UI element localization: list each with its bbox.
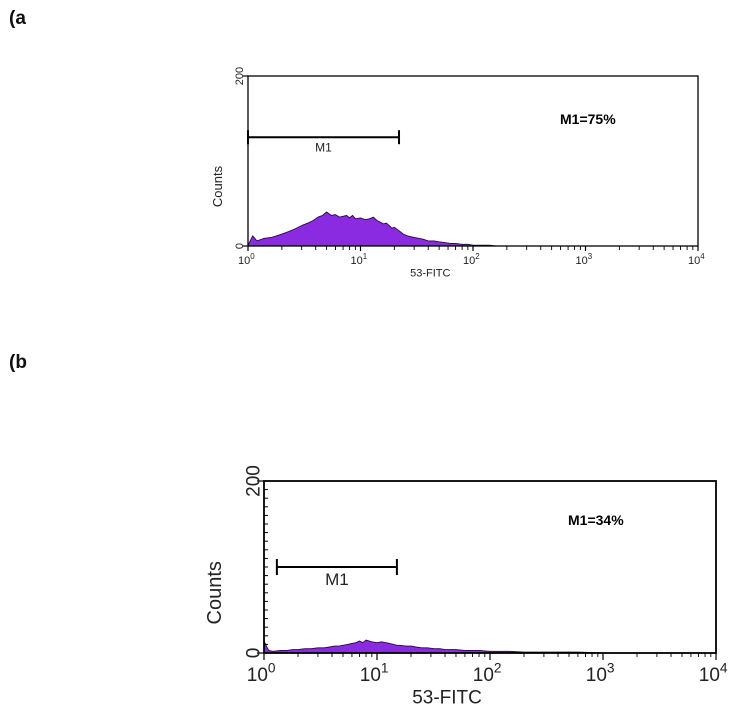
x-tick-exponent: 1 (381, 660, 389, 675)
x-tick-base: 10 (576, 255, 588, 267)
x-tick-label: 103 (586, 660, 615, 686)
x-tick-base: 10 (688, 255, 700, 267)
x-tick-label: 102 (463, 252, 480, 267)
x-tick-exponent: 4 (720, 660, 728, 675)
y-tick-label: 200 (244, 465, 265, 497)
x-tick-exponent: 2 (475, 252, 479, 261)
x-tick-label: 101 (360, 660, 389, 686)
x-tick-label: 103 (576, 252, 593, 267)
y-tick-label: 200 (234, 67, 246, 85)
x-tick-exponent: 3 (588, 252, 593, 261)
x-tick-exponent: 2 (494, 660, 502, 675)
x-tick-base: 10 (238, 255, 250, 267)
x-tick-base: 10 (473, 665, 494, 686)
y-tick-label: 0 (244, 648, 265, 659)
y-axis-label: Counts (204, 561, 226, 624)
gate-percentage: M1=34% (568, 512, 624, 528)
histogram-area (247, 211, 699, 247)
x-tick-label: 100 (247, 660, 276, 686)
gate-percentage: M1=75% (560, 111, 616, 127)
x-tick-label: 104 (688, 252, 705, 267)
x-axis-label: 53-FITC (412, 688, 482, 709)
x-tick-exponent: 0 (268, 660, 276, 675)
x-axis-label: 53-FITC (410, 267, 450, 279)
x-tick-exponent: 0 (250, 252, 255, 261)
x-tick-base: 10 (586, 665, 607, 686)
x-tick-label: 104 (699, 660, 728, 686)
panel-a-label: (a (9, 8, 26, 29)
x-tick-label: 100 (238, 252, 255, 267)
x-tick-base: 10 (463, 255, 475, 267)
panel-b-label: (b (9, 352, 27, 373)
x-tick-exponent: 1 (363, 252, 368, 261)
x-tick-exponent: 4 (700, 252, 705, 261)
x-tick-base: 10 (351, 255, 363, 267)
y-tick-label: 0 (234, 243, 246, 249)
x-tick-base: 10 (247, 665, 268, 686)
x-tick-base: 10 (360, 665, 381, 686)
y-axis-label: Counts (210, 165, 225, 207)
marker-label: M1 (325, 570, 349, 589)
x-tick-label: 102 (473, 660, 502, 686)
marker-label: M1 (315, 140, 332, 154)
x-tick-base: 10 (699, 665, 720, 686)
histogram-area (263, 639, 717, 654)
x-tick-label: 101 (351, 252, 368, 267)
x-tick-exponent: 3 (607, 660, 615, 675)
